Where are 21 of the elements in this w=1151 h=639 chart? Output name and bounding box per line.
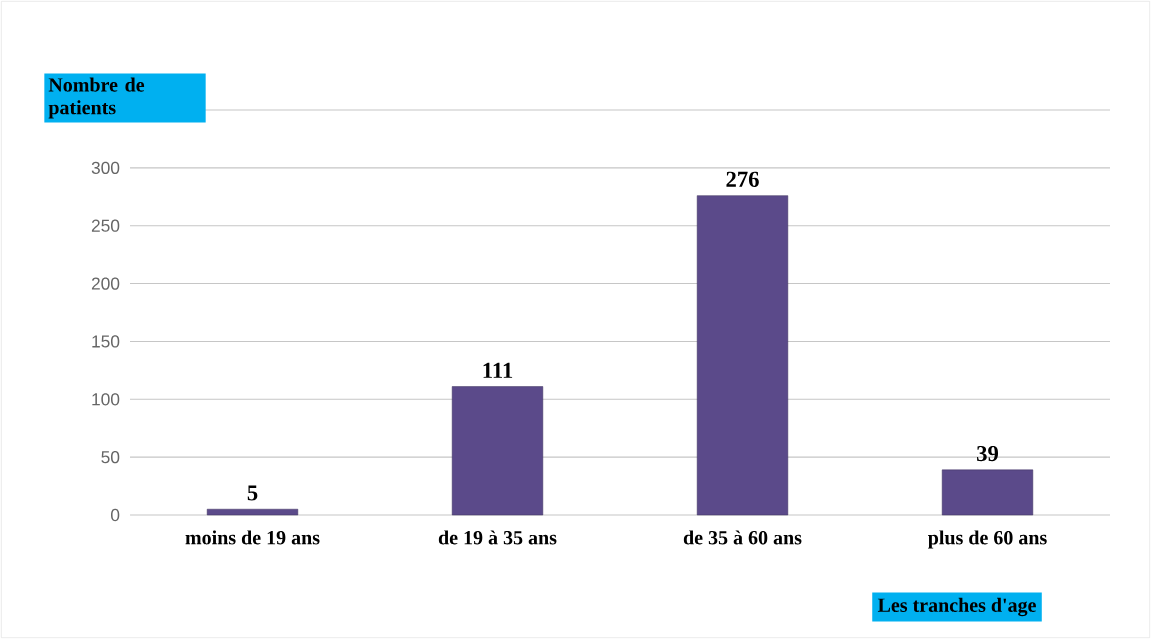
bar — [941, 469, 1034, 516]
y-tick-label: 150 — [92, 335, 120, 348]
bar — [696, 195, 789, 516]
x-axis-title: Les tranches d'age — [877, 597, 1036, 617]
data-label: 39 — [977, 445, 999, 462]
y-tick-label: 250 — [91, 219, 120, 232]
data-label: 111 — [483, 362, 513, 378]
x-tick-label: plus de 60 ans — [928, 530, 1047, 549]
y-tick-label: 100 — [92, 393, 120, 406]
y-axis-title: Nombre de patients — [48, 77, 145, 119]
y-tick-label: 300 — [91, 161, 120, 174]
data-label: 5 — [247, 485, 258, 501]
bar — [206, 508, 299, 516]
bar — [451, 386, 544, 516]
y-tick-label: 50 — [101, 451, 120, 464]
x-tick-label: de 35 à 60 ans — [683, 530, 802, 545]
data-label: 276 — [726, 171, 759, 187]
x-tick-label: de 19 à 35 ans — [438, 530, 557, 545]
y-tick-label: 200 — [91, 277, 120, 290]
x-tick-label: moins de 19 ans — [185, 530, 320, 545]
y-tick-label: 0 — [110, 508, 120, 522]
